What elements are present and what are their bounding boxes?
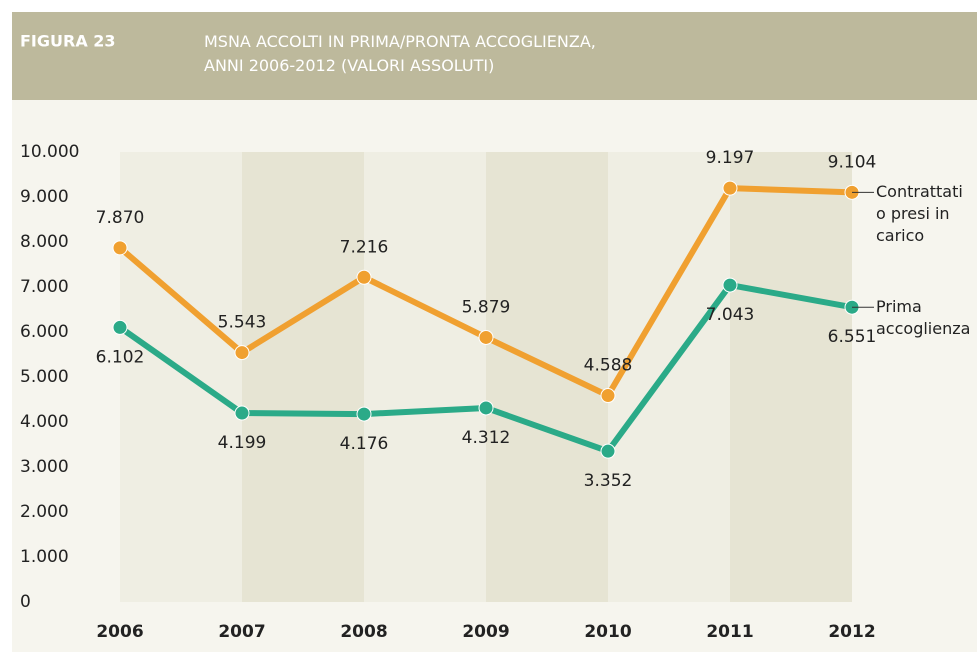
- figure-label: FIGURA 23: [20, 32, 116, 51]
- y-tick-label: 6.000: [20, 322, 69, 342]
- data-point: [478, 400, 494, 416]
- y-tick-label: 5.000: [20, 367, 69, 387]
- y-tick-label: 8.000: [20, 232, 69, 252]
- plot-band: [730, 152, 852, 602]
- plot-band: [242, 152, 364, 602]
- plot-band: [120, 152, 242, 602]
- data-point: [600, 443, 616, 459]
- data-label: 3.352: [584, 471, 633, 491]
- data-point: [356, 406, 372, 422]
- x-tick-label: 2007: [218, 622, 265, 642]
- data-label: 4.199: [218, 433, 267, 453]
- data-point: [722, 180, 738, 196]
- y-tick-label: 2.000: [20, 502, 69, 522]
- header-band: [12, 12, 977, 100]
- x-tick-label: 2006: [96, 622, 143, 642]
- y-tick-label: 3.000: [20, 457, 69, 477]
- x-tick-label: 2008: [340, 622, 387, 642]
- data-point: [234, 345, 250, 361]
- y-tick-label: 1.000: [20, 547, 69, 567]
- data-point: [234, 405, 250, 421]
- x-tick-label: 2012: [828, 622, 875, 642]
- data-point: [112, 240, 128, 256]
- data-point: [478, 329, 494, 345]
- chart-title: MSNA ACCOLTI IN PRIMA/PRONTA ACCOGLIENZA…: [204, 32, 596, 75]
- x-tick-label: 2011: [706, 622, 753, 642]
- data-label: 5.879: [462, 297, 511, 317]
- plot-band: [486, 152, 608, 602]
- legend-label: Prima accoglienza: [876, 297, 971, 339]
- data-point: [600, 388, 616, 404]
- y-tick-label: 9.000: [20, 187, 69, 207]
- data-label: 7.043: [706, 305, 755, 325]
- plot-band: [364, 152, 486, 602]
- data-point: [722, 277, 738, 293]
- data-label: 6.102: [96, 347, 145, 367]
- data-label: 7.870: [96, 208, 145, 228]
- y-tick-label: 0: [20, 592, 31, 612]
- data-label: 5.543: [218, 313, 267, 333]
- data-label: 9.197: [706, 148, 755, 168]
- y-tick-label: 10.000: [20, 142, 79, 162]
- data-point: [112, 319, 128, 335]
- data-label: 7.216: [340, 237, 389, 257]
- data-label: 9.104: [828, 152, 877, 172]
- data-point: [356, 269, 372, 285]
- y-tick-label: 7.000: [20, 277, 69, 297]
- y-tick-label: 4.000: [20, 412, 69, 432]
- legend-label: Contrattati o presi in carico: [876, 182, 963, 246]
- data-label: 4.588: [584, 356, 633, 376]
- data-label: 4.312: [462, 428, 511, 448]
- x-tick-label: 2010: [584, 622, 631, 642]
- data-label: 6.551: [828, 327, 877, 347]
- x-tick-label: 2009: [462, 622, 509, 642]
- data-label: 4.176: [340, 434, 389, 454]
